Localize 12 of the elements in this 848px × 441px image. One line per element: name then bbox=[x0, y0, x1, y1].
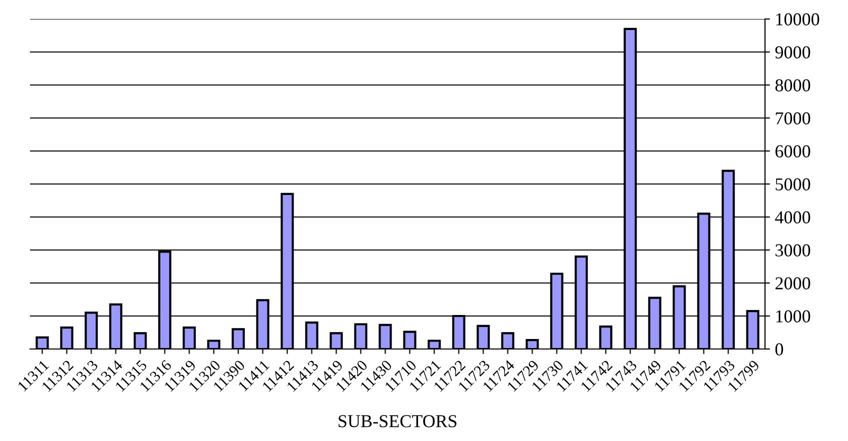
y-tick-label: 9000 bbox=[775, 46, 810, 58]
y-tick-label: 8000 bbox=[775, 79, 810, 92]
y-tick-label: 2000 bbox=[776, 277, 810, 290]
y-tick-label: 3000 bbox=[776, 244, 810, 256]
y-tick-label: 6000 bbox=[776, 145, 810, 158]
y-tick-label: 7000 bbox=[776, 112, 810, 124]
y-tick-label: 4000 bbox=[775, 211, 810, 224]
y-tick-label: 0 bbox=[775, 343, 784, 356]
y-tick-label: 5000 bbox=[776, 178, 810, 190]
y-tick-label: 10000 bbox=[776, 13, 820, 26]
x-axis-title: SUB-SECTORS bbox=[338, 415, 456, 428]
y-tick-label: 1000 bbox=[776, 310, 810, 322]
